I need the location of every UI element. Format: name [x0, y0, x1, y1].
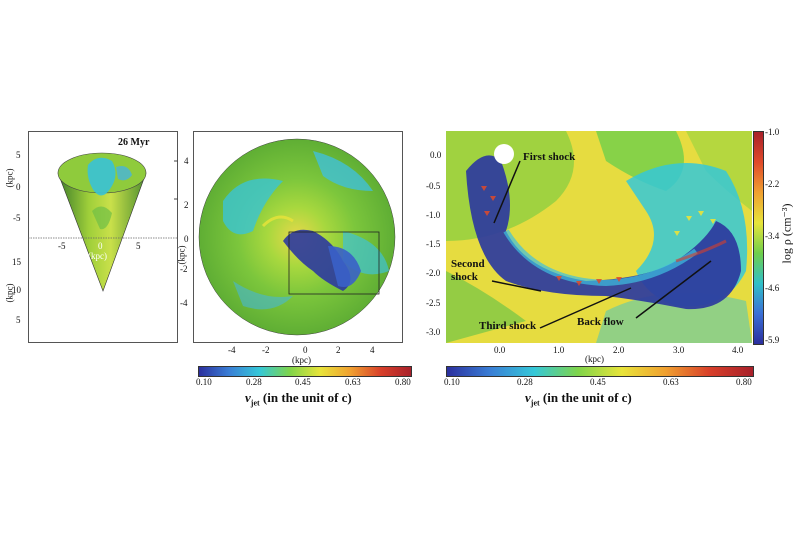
velocity-colorbar-right-bar — [446, 366, 754, 377]
velocity-arrows — [481, 186, 622, 286]
density-tick: -5.9 — [765, 335, 780, 345]
cone-time-label: 26 Myr — [118, 137, 150, 148]
disc-y-tick: 2 — [184, 200, 189, 210]
cone-shading — [92, 206, 112, 230]
density-tick: -2.2 — [765, 179, 780, 189]
velocity-left-tick: 0.10 — [196, 377, 212, 387]
density-tick: -4.6 — [765, 283, 780, 293]
zoom-x-tick: 4.0 — [732, 345, 744, 355]
disc-jet-core — [283, 229, 351, 291]
cone-y-axis-label-top: (kpc) — [4, 168, 15, 188]
back-flow-pointer — [635, 260, 712, 319]
disc-x-tick: -4 — [228, 345, 236, 355]
third-shock-pointer — [539, 287, 632, 329]
velocity-left-tick: 0.45 — [295, 377, 311, 387]
annotation-second-shock-line2: shock — [451, 271, 478, 283]
density-colorbar-bar — [753, 131, 764, 345]
cone-x-tick: -5 — [58, 241, 66, 251]
zoom-y-tick: -2.5 — [426, 298, 441, 308]
velocity-right-tick: 0.45 — [590, 377, 606, 387]
zoom-jet-body — [466, 155, 741, 310]
disc-y-axis-label: (kpc) — [176, 245, 187, 265]
cone-y-tick-lower: 10 — [12, 285, 21, 295]
disc-feature — [233, 281, 293, 310]
density-tick: -1.0 — [765, 127, 780, 137]
velocity-left-tick: 0.63 — [345, 377, 361, 387]
zoom-region-box — [288, 231, 380, 295]
zoom-y-tick: -2.0 — [426, 268, 441, 278]
disc-x-axis-label: (kpc) — [292, 355, 311, 365]
disc-plot — [198, 138, 396, 336]
cone-y-axis-label-bottom: (kpc) — [4, 283, 15, 303]
disc-x-tick: 2 — [336, 345, 341, 355]
cone-plot — [28, 152, 178, 292]
cone-y-tick: -5 — [13, 213, 21, 223]
cone-y-tick: 0 — [16, 182, 21, 192]
cone-panel-frame — [28, 131, 178, 343]
zoom-y-tick: -1.5 — [426, 239, 441, 249]
second-shock-pointer — [491, 280, 542, 292]
zoom-x-tick: 3.0 — [673, 345, 685, 355]
disc-x-tick: -2 — [262, 345, 270, 355]
density-colorbar-label: log ρ (cm⁻³) — [779, 203, 794, 264]
first-shock-pointer — [493, 160, 521, 224]
disc-panel-frame — [193, 131, 403, 343]
velocity-colorbar-left-bar — [198, 366, 412, 377]
velocity-right-tick: 0.28 — [517, 377, 533, 387]
cone-y-tick-lower: 5 — [16, 315, 21, 325]
velocity-left-tick: 0.80 — [395, 377, 411, 387]
annotation-second-shock-line1: Second — [451, 258, 485, 270]
velocity-right-tick: 0.80 — [736, 377, 752, 387]
velocity-left-label: vjet (in the unit of c) — [245, 390, 352, 408]
disc-feature — [223, 178, 283, 235]
velocity-right-tick: 0.63 — [663, 377, 679, 387]
zoom-core-marker — [494, 144, 514, 164]
disc-x-tick: 4 — [370, 345, 375, 355]
velocity-right-label: vjet (in the unit of c) — [525, 390, 632, 408]
disc-y-tick: 4 — [184, 156, 189, 166]
cone-x-tick: 5 — [136, 241, 141, 251]
zoom-y-tick: -1.0 — [426, 210, 441, 220]
cone-y-tick-lower: 15 — [12, 257, 21, 267]
velocity-left-tick: 0.28 — [246, 377, 262, 387]
cone-y-tick: 5 — [16, 150, 21, 160]
zoom-x-axis-label: (kpc) — [585, 354, 604, 364]
cone-x-axis-label: (kpc) — [88, 251, 107, 261]
cone-jet-feature — [87, 157, 116, 196]
disc-backflow — [328, 246, 361, 287]
annotation-back-flow: Back flow — [577, 316, 624, 328]
annotation-third-shock: Third shock — [479, 320, 537, 332]
cone-x-tick: 0 — [98, 241, 103, 251]
velocity-arrows-yellow — [674, 211, 716, 236]
disc-feature — [313, 151, 373, 191]
disc-y-tick: -2 — [180, 264, 188, 274]
zoom-y-tick: -3.0 — [426, 327, 441, 337]
zoom-y-tick: 0.0 — [430, 150, 442, 160]
disc-y-tick: -4 — [180, 298, 188, 308]
zoom-x-tick: 2.0 — [613, 345, 625, 355]
zoom-x-tick: 0.0 — [494, 345, 506, 355]
density-tick: -3.4 — [765, 231, 780, 241]
zoom-x-tick: 1.0 — [553, 345, 565, 355]
disc-y-tick: 0 — [184, 234, 189, 244]
annotation-first-shock: First shock — [523, 151, 576, 163]
zoom-plot — [446, 131, 752, 343]
cone-jet-feature-2 — [116, 166, 132, 181]
disc-x-tick: 0 — [303, 345, 308, 355]
zoom-y-tick: -0.5 — [426, 181, 441, 191]
velocity-right-tick: 0.10 — [444, 377, 460, 387]
